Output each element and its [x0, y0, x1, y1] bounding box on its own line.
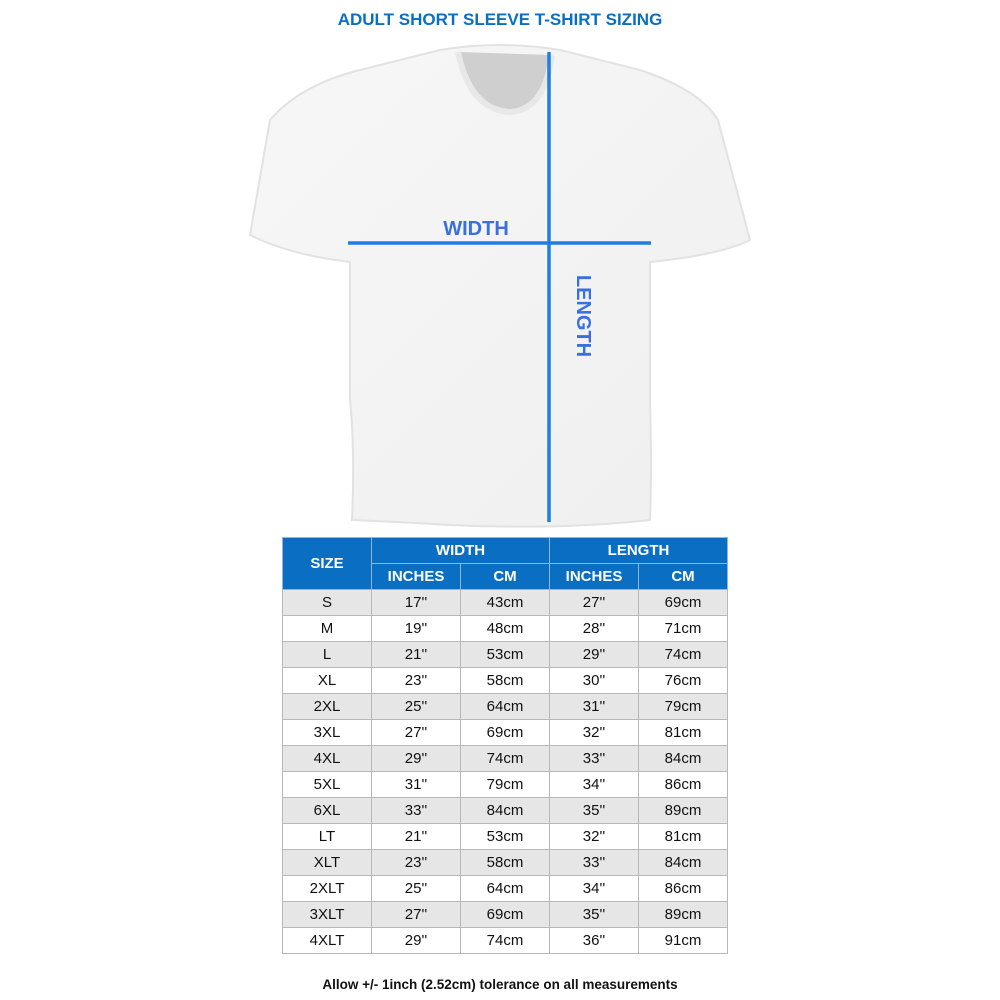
cell-length-cm: 89cm: [638, 797, 728, 824]
page-title: ADULT SHORT SLEEVE T-SHIRT SIZING: [337, 10, 663, 29]
cell-width-cm: 58cm: [460, 667, 550, 694]
cell-length-inches: 32'': [549, 823, 639, 850]
cell-length-cm: 86cm: [638, 771, 728, 798]
cell-size: LT: [282, 823, 372, 850]
cell-length-cm: 84cm: [638, 745, 728, 772]
cell-width-cm: 53cm: [460, 823, 550, 850]
cell-size: M: [282, 615, 372, 642]
cell-width-inches: 23'': [371, 849, 461, 876]
tshirt-image: [248, 44, 752, 528]
cell-size: S: [282, 589, 372, 616]
header-length: LENGTH: [549, 537, 728, 564]
cell-size: XLT: [282, 849, 372, 876]
cell-width-cm: 69cm: [460, 719, 550, 746]
table-row: LT 21'' 53cm 32'' 81cm: [282, 823, 728, 850]
cell-width-cm: 53cm: [460, 641, 550, 668]
cell-size: XL: [282, 667, 372, 694]
cell-size: 4XL: [282, 745, 372, 772]
table-row: S 17'' 43cm 27'' 69cm: [282, 589, 728, 616]
length-label: LENGTH: [572, 275, 594, 357]
cell-size: 3XLT: [282, 901, 372, 928]
cell-length-inches: 33'': [549, 745, 639, 772]
tolerance-note: Allow +/- 1inch (2.52cm) tolerance on al…: [322, 977, 678, 992]
cell-width-cm: 43cm: [460, 589, 550, 616]
table-row: 5XL 31'' 79cm 34'' 86cm: [282, 771, 728, 798]
cell-length-inches: 27'': [549, 589, 639, 616]
cell-size: 6XL: [282, 797, 372, 824]
cell-width-inches: 17'': [371, 589, 461, 616]
cell-length-cm: 84cm: [638, 849, 728, 876]
cell-width-inches: 23'': [371, 667, 461, 694]
cell-length-inches: 33'': [549, 849, 639, 876]
header-width: WIDTH: [371, 537, 550, 564]
cell-width-inches: 25'': [371, 875, 461, 902]
cell-length-inches: 36'': [549, 927, 639, 954]
cell-width-cm: 64cm: [460, 875, 550, 902]
cell-length-inches: 35'': [549, 901, 639, 928]
cell-width-cm: 84cm: [460, 797, 550, 824]
cell-length-cm: 69cm: [638, 589, 728, 616]
header-width-cm: CM: [460, 563, 550, 590]
cell-width-inches: 21'': [371, 823, 461, 850]
cell-length-inches: 34'': [549, 875, 639, 902]
cell-size: 4XLT: [282, 927, 372, 954]
table-row: L 21'' 53cm 29'' 74cm: [282, 641, 728, 668]
cell-length-cm: 79cm: [638, 693, 728, 720]
cell-length-cm: 86cm: [638, 875, 728, 902]
cell-width-cm: 58cm: [460, 849, 550, 876]
cell-size: 2XLT: [282, 875, 372, 902]
cell-width-cm: 64cm: [460, 693, 550, 720]
cell-length-inches: 31'': [549, 693, 639, 720]
cell-length-inches: 28'': [549, 615, 639, 642]
cell-width-inches: 29'': [371, 745, 461, 772]
table-row: 2XLT 25'' 64cm 34'' 86cm: [282, 875, 728, 902]
width-label: WIDTH: [443, 218, 509, 240]
cell-length-cm: 71cm: [638, 615, 728, 642]
table-row: 6XL 33'' 84cm 35'' 89cm: [282, 797, 728, 824]
cell-width-cm: 74cm: [460, 927, 550, 954]
header-length-cm: CM: [638, 563, 728, 590]
table-row: 4XL 29'' 74cm 33'' 84cm: [282, 745, 728, 772]
cell-width-cm: 74cm: [460, 745, 550, 772]
table-row: 4XLT 29'' 74cm 36'' 91cm: [282, 927, 728, 954]
cell-length-cm: 89cm: [638, 901, 728, 928]
cell-length-cm: 91cm: [638, 927, 728, 954]
cell-length-inches: 29'': [549, 641, 639, 668]
cell-length-inches: 30'': [549, 667, 639, 694]
tshirt-diagram: WIDTH LENGTH: [248, 44, 752, 528]
cell-size: 5XL: [282, 771, 372, 798]
table-row: XL 23'' 58cm 30'' 76cm: [282, 667, 728, 694]
cell-width-inches: 25'': [371, 693, 461, 720]
table-row: M 19'' 48cm 28'' 71cm: [282, 615, 728, 642]
cell-width-cm: 48cm: [460, 615, 550, 642]
table-row: 2XL 25'' 64cm 31'' 79cm: [282, 693, 728, 720]
cell-width-cm: 69cm: [460, 901, 550, 928]
cell-width-inches: 31'': [371, 771, 461, 798]
cell-width-cm: 79cm: [460, 771, 550, 798]
cell-length-cm: 76cm: [638, 667, 728, 694]
cell-length-inches: 34'': [549, 771, 639, 798]
table-row: 3XLT 27'' 69cm 35'' 89cm: [282, 901, 728, 928]
cell-length-cm: 74cm: [638, 641, 728, 668]
table-row: XLT 23'' 58cm 33'' 84cm: [282, 849, 728, 876]
cell-width-inches: 29'': [371, 927, 461, 954]
cell-size: L: [282, 641, 372, 668]
cell-length-cm: 81cm: [638, 719, 728, 746]
header-width-inches: INCHES: [371, 563, 461, 590]
cell-width-inches: 21'': [371, 641, 461, 668]
cell-width-inches: 27'': [371, 901, 461, 928]
cell-width-inches: 27'': [371, 719, 461, 746]
table-row: 3XL 27'' 69cm 32'' 81cm: [282, 719, 728, 746]
tshirt-collar: [455, 51, 555, 116]
cell-size: 2XL: [282, 693, 372, 720]
cell-size: 3XL: [282, 719, 372, 746]
cell-width-inches: 33'': [371, 797, 461, 824]
cell-width-inches: 19'': [371, 615, 461, 642]
header-size: SIZE: [282, 537, 372, 590]
header-length-inches: INCHES: [549, 563, 639, 590]
cell-length-cm: 81cm: [638, 823, 728, 850]
cell-length-inches: 32'': [549, 719, 639, 746]
cell-length-inches: 35'': [549, 797, 639, 824]
